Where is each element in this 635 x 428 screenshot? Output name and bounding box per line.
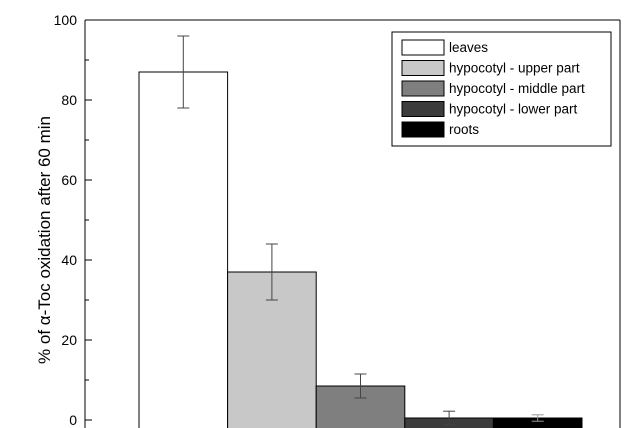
legend-label: hypocotyl - middle part [449, 81, 585, 96]
legend-swatch [401, 39, 445, 56]
legend-label: hypocotyl - lower part [449, 102, 578, 117]
y-tick-label: 100 [54, 12, 78, 28]
bars [138, 71, 583, 428]
error-bars [177, 35, 544, 426]
legend-swatch [401, 101, 445, 117]
legend-swatch [401, 80, 445, 97]
legend-label: roots [449, 122, 479, 137]
bar [138, 71, 229, 428]
y-tick-label: 0 [69, 412, 77, 428]
y-tick-label: 20 [61, 332, 77, 348]
y-ticks: 0 20 40 60 80 100 [54, 12, 92, 428]
legend-label: hypocotyl - upper part [449, 61, 580, 76]
y-tick-label: 60 [61, 172, 77, 188]
y-axis-label: % of α-Toc oxidation after 60 min [35, 116, 54, 364]
y-tick-label: 40 [61, 252, 77, 268]
y-tick-label: 80 [61, 92, 77, 108]
legend-label: leaves [449, 40, 488, 55]
legend-swatch [401, 60, 445, 76]
legend-swatch [401, 121, 445, 138]
legend: leaves hypocotyl - upper part hypocotyl - … [391, 31, 612, 147]
axes [84, 19, 621, 428]
